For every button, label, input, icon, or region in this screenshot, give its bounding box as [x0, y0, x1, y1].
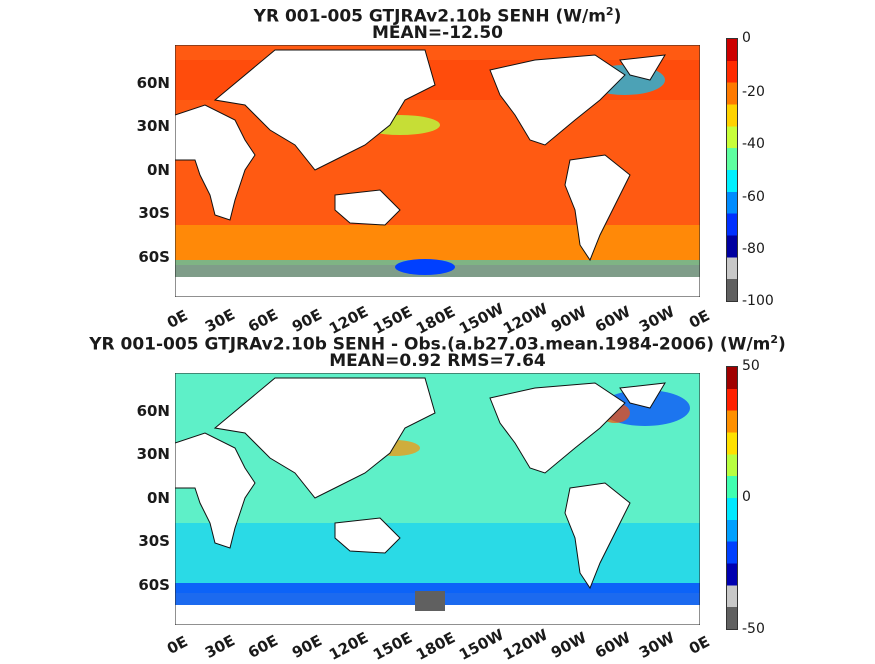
lon-label: 150W: [456, 625, 507, 664]
panel-subtitle: MEAN=0.92 RMS=7.64: [329, 351, 546, 371]
lat-label: 30S: [138, 532, 170, 550]
colorbar-tick: -100: [742, 293, 774, 309]
lon-label: 90W: [548, 628, 590, 662]
lon-label: 0E: [164, 306, 191, 332]
lat-label: 60N: [136, 74, 170, 92]
lat-label: 0N: [147, 489, 170, 507]
africa: [175, 104, 256, 221]
australia: [334, 517, 401, 554]
lat-label: 30N: [136, 117, 170, 135]
continents: [175, 49, 666, 262]
north-america: [489, 54, 626, 146]
sensible-heat-map: [175, 45, 700, 297]
sensible-heat-diff-map: [175, 373, 700, 625]
lat-label: 0N: [147, 161, 170, 179]
panel-subtitle: MEAN=-12.50: [372, 23, 503, 43]
antarctica-land: [175, 277, 700, 297]
lon-label: 0E: [686, 306, 713, 332]
panel-title: YR 001-005 GTJRAv2.10b SENH - Obs.(a.b27…: [89, 333, 786, 355]
lon-label: 60W: [592, 628, 634, 662]
eurasia: [213, 377, 436, 499]
colorbar-tick: 50: [742, 358, 760, 374]
colorbar-tick: -40: [742, 136, 765, 152]
lat-label: 30S: [138, 204, 170, 222]
colorbar-tick: -60: [742, 189, 765, 205]
missing-data-patch: [415, 591, 445, 611]
greenland: [619, 382, 666, 409]
lon-label: 180E: [413, 628, 459, 664]
ross-sea-cold: [395, 259, 455, 275]
continents: [175, 377, 666, 590]
lon-label: 90E: [289, 631, 325, 662]
colorbar-tick: -80: [742, 241, 765, 257]
lon-label: 120W: [500, 625, 551, 664]
south-america: [564, 482, 631, 590]
southern-ocean-band: [175, 523, 700, 593]
lat-label: 60S: [138, 576, 170, 594]
colorbar: [726, 366, 738, 630]
lon-label: 60E: [245, 631, 281, 662]
colorbar: [726, 38, 738, 302]
lon-label: 30W: [636, 628, 678, 662]
africa: [175, 432, 256, 549]
south-america: [564, 154, 631, 262]
lon-label: 0E: [686, 632, 713, 658]
colorbar-tick: -20: [742, 84, 765, 100]
southern-ocean-band: [175, 225, 700, 265]
lat-label: 60S: [138, 248, 170, 266]
lat-label: 30N: [136, 445, 170, 463]
north-america: [489, 382, 626, 474]
colorbar-tick: 0: [742, 489, 751, 505]
lon-label: 0E: [164, 632, 191, 658]
eurasia: [213, 49, 436, 171]
lat-label: 60N: [136, 402, 170, 420]
colorbar-tick: 0: [742, 30, 751, 46]
lon-label: 30E: [202, 631, 238, 662]
panel-title: YR 001-005 GTJRAv2.10b SENH (W/m2): [253, 5, 622, 27]
lon-label: 120E: [326, 628, 372, 664]
antarctica-land: [175, 605, 700, 625]
colorbar-tick: -50: [742, 621, 765, 637]
lon-label: 150E: [370, 628, 416, 664]
australia: [334, 189, 401, 226]
greenland: [619, 54, 666, 81]
